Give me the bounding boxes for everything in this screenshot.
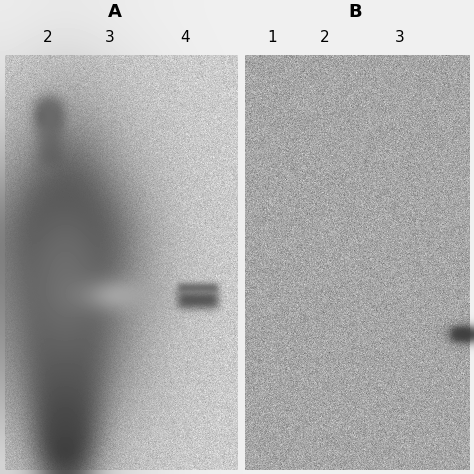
Text: 2: 2	[43, 30, 53, 46]
Text: B: B	[348, 3, 362, 21]
Text: 3: 3	[105, 30, 115, 46]
Text: 2: 2	[320, 30, 330, 46]
Text: 3: 3	[395, 30, 405, 46]
Text: A: A	[108, 3, 122, 21]
Text: 1: 1	[267, 30, 277, 46]
Text: 4: 4	[180, 30, 190, 46]
